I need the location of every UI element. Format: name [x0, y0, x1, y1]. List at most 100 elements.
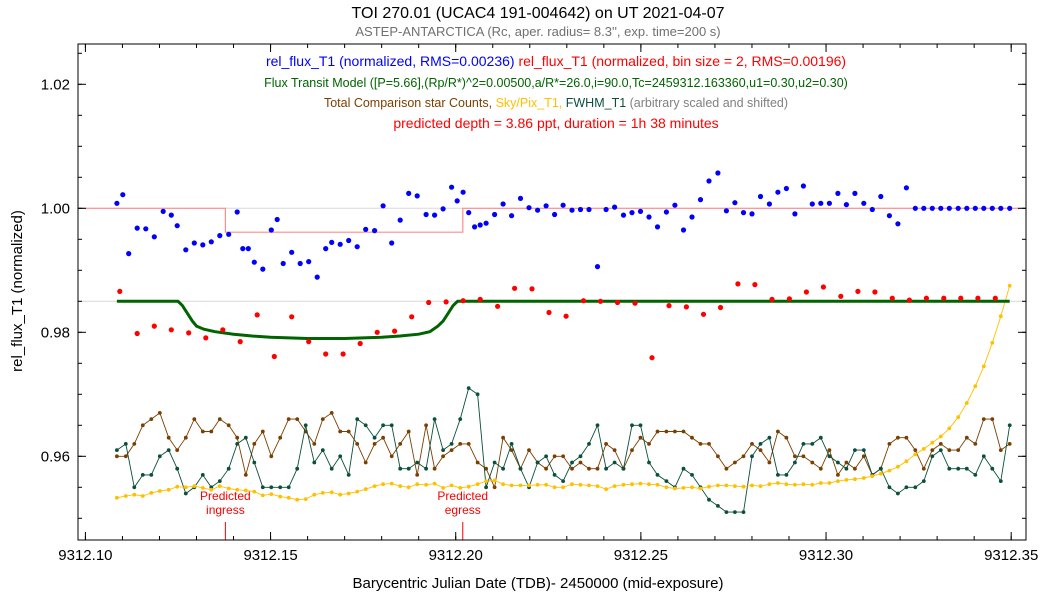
data-point: [237, 339, 243, 345]
data-point: [295, 417, 300, 421]
data-point: [200, 242, 206, 248]
data-point: [872, 289, 878, 295]
data-point: [235, 435, 240, 440]
data-point: [878, 193, 884, 200]
data-point: [758, 448, 763, 452]
data-point: [638, 423, 643, 428]
data-point: [346, 237, 352, 244]
data-point: [157, 411, 162, 415]
data-point: [921, 447, 926, 451]
data-point: [500, 201, 506, 207]
data-point: [186, 330, 192, 336]
data-point: [363, 487, 368, 492]
data-point: [397, 217, 403, 223]
data-point: [716, 454, 720, 459]
legend-entry: rel_flux_T1 (normalized, bin size = 2, R…: [515, 53, 847, 69]
data-point: [278, 435, 283, 440]
data-point: [226, 231, 232, 237]
data-point: [552, 473, 557, 477]
data-point: [973, 442, 978, 446]
data-point: [681, 429, 686, 434]
data-point: [346, 491, 351, 496]
plot-frame: [77, 43, 1027, 541]
data-point: [620, 212, 627, 218]
data-point: [647, 482, 651, 487]
data-point: [166, 435, 171, 440]
data-point: [741, 454, 746, 459]
data-point: [477, 222, 483, 228]
x-axis-label: Barycentric Julian Date (TDB)- 2450000 (…: [353, 575, 724, 592]
data-point: [306, 259, 312, 265]
data-point: [786, 296, 793, 302]
data-point: [424, 423, 428, 428]
data-point: [346, 429, 351, 434]
data-point: [200, 486, 205, 490]
data-point: [240, 246, 246, 252]
data-point: [492, 211, 498, 218]
data-point: [483, 220, 489, 226]
data-point: [372, 442, 377, 446]
data-point: [217, 479, 222, 483]
data-point: [923, 295, 930, 301]
data-point: [930, 454, 935, 459]
data-point: [992, 295, 998, 301]
data-point: [517, 195, 524, 201]
data-point: [578, 460, 583, 465]
data-point: [843, 202, 850, 208]
chart-title: TOI 270.01 (UCAC4 191-004642) on UT 2021…: [352, 5, 725, 22]
data-point: [904, 485, 909, 490]
data-point: [398, 466, 403, 471]
data-point: [895, 221, 901, 227]
data-point: [432, 466, 437, 471]
data-point: [389, 481, 394, 486]
data-point: [614, 299, 621, 306]
data-point: [381, 435, 385, 440]
data-point: [415, 460, 420, 465]
data-point: [544, 482, 548, 487]
data-point: [140, 423, 145, 428]
data-point: [518, 466, 523, 471]
data-point: [1007, 283, 1012, 288]
data-point: [836, 460, 840, 465]
data-point: [475, 482, 480, 487]
series-rel-flux-t1-normalized-bin-size-2-rms-0-00196: [117, 281, 998, 361]
data-point: [698, 486, 703, 491]
data-point: [140, 473, 145, 477]
data-point: [844, 460, 849, 465]
data-point: [561, 479, 565, 483]
data-point: [638, 481, 643, 486]
data-point: [998, 205, 1004, 211]
data-point: [134, 330, 140, 337]
data-point: [783, 185, 790, 192]
data-point: [621, 466, 626, 471]
data-point: [733, 460, 737, 465]
data-point: [423, 211, 429, 218]
data-point: [869, 206, 875, 213]
data-point: [458, 417, 463, 421]
data-point: [587, 483, 591, 488]
data-point: [320, 417, 325, 421]
data-point: [750, 442, 754, 446]
data-point: [595, 484, 600, 488]
data-point: [475, 460, 480, 465]
data-point: [552, 485, 557, 490]
data-point: [947, 448, 952, 452]
data-point: [724, 466, 729, 471]
data-point: [594, 264, 601, 270]
data-point: [784, 473, 789, 477]
data-point: [621, 482, 626, 487]
data-point: [157, 454, 162, 459]
data-point: [964, 466, 969, 471]
data-point: [226, 486, 231, 491]
series-total-comparison-star-counts: [115, 411, 1012, 490]
data-point: [733, 510, 737, 514]
data-point: [372, 484, 377, 488]
data-point: [690, 485, 694, 490]
data-point: [973, 384, 978, 389]
data-point: [432, 212, 438, 218]
data-point: [853, 477, 857, 482]
data-point: [314, 274, 320, 280]
data-point: [561, 485, 565, 490]
data-point: [637, 208, 644, 214]
